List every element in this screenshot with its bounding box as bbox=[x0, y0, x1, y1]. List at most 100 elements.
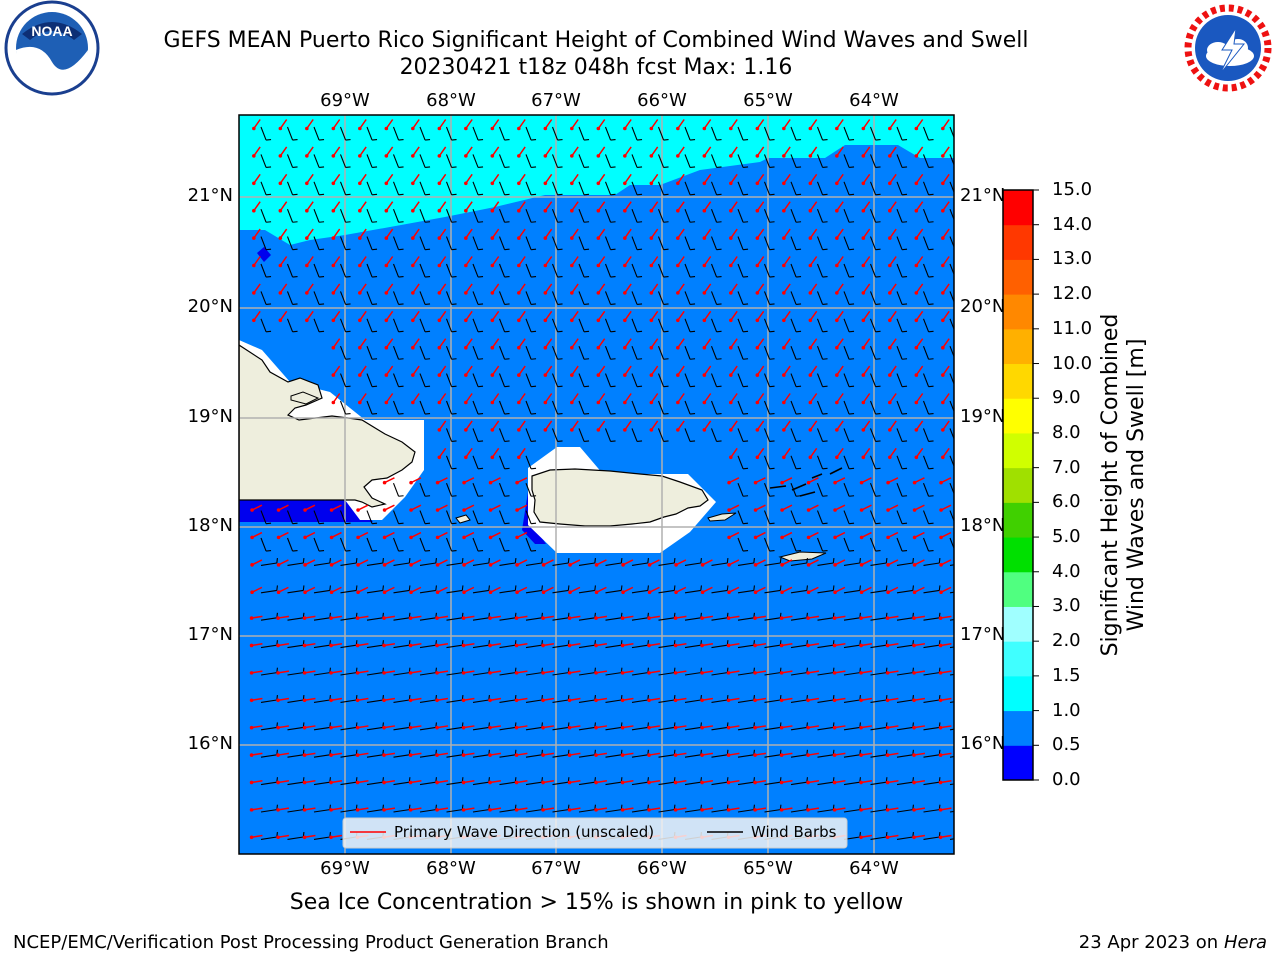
wave-arrow bbox=[464, 420, 473, 432]
colorbar-swatch bbox=[1003, 502, 1033, 538]
wind-barb bbox=[340, 557, 358, 566]
wind-barb bbox=[499, 585, 517, 594]
wind-barb bbox=[498, 537, 510, 552]
wave-arrow bbox=[912, 615, 926, 620]
wave-arrow bbox=[329, 697, 343, 703]
wave-arrow bbox=[806, 725, 820, 730]
wave-arrow bbox=[885, 752, 899, 757]
wind-barb bbox=[737, 209, 749, 223]
wind-barb bbox=[419, 537, 431, 552]
wave-arrow bbox=[437, 228, 447, 240]
wave-arrow bbox=[914, 201, 924, 213]
wave-arrow bbox=[912, 670, 926, 675]
wave-arrow bbox=[276, 642, 290, 648]
wave-arrow bbox=[676, 228, 685, 240]
wind-barb bbox=[525, 455, 537, 470]
wind-barb bbox=[419, 318, 431, 333]
wave-arrow bbox=[729, 365, 738, 377]
wave-arrow bbox=[676, 310, 685, 323]
wave-arrow bbox=[543, 310, 553, 323]
wave-height-1-1p5m-region bbox=[239, 115, 954, 245]
wave-arrow bbox=[808, 256, 818, 268]
wind-barb bbox=[684, 209, 696, 223]
wave-arrow bbox=[833, 531, 846, 540]
wave-arrow bbox=[676, 256, 685, 268]
wave-arrow bbox=[543, 420, 553, 432]
wave-arrow bbox=[808, 173, 818, 186]
wind-barb bbox=[843, 373, 855, 388]
wave-arrow bbox=[753, 586, 766, 595]
wind-barb bbox=[445, 373, 457, 388]
wave-arrow bbox=[437, 256, 447, 268]
wind-barb bbox=[604, 400, 616, 415]
wave-arrow bbox=[782, 310, 791, 323]
wind-barb bbox=[790, 557, 808, 566]
wave-arrow bbox=[488, 779, 502, 785]
wave-arrow bbox=[885, 725, 899, 730]
wave-arrow bbox=[620, 807, 634, 812]
wind-barb bbox=[711, 585, 729, 594]
wind-barb bbox=[366, 400, 378, 415]
wave-arrow bbox=[382, 615, 396, 620]
wind-barb bbox=[923, 557, 941, 566]
wave-arrow bbox=[753, 504, 766, 512]
wave-arrow bbox=[303, 559, 316, 567]
wind-barb bbox=[525, 263, 537, 278]
wind-barb bbox=[816, 428, 828, 442]
wave-arrow bbox=[782, 119, 791, 131]
wind-barb bbox=[260, 585, 278, 594]
wind-barb bbox=[551, 154, 563, 168]
wave-arrow bbox=[912, 752, 926, 757]
wave-arrow bbox=[859, 807, 873, 812]
wind-barb bbox=[816, 263, 828, 278]
wind-barb bbox=[843, 318, 855, 333]
wave-arrow bbox=[835, 283, 844, 295]
wave-arrow bbox=[276, 615, 290, 620]
wind-barb bbox=[896, 263, 908, 278]
wave-arrow bbox=[567, 725, 581, 730]
wind-barb bbox=[313, 263, 325, 278]
wave-arrow bbox=[568, 559, 581, 567]
wind-barb bbox=[869, 400, 881, 415]
colorbar-swatch bbox=[1003, 710, 1033, 746]
wind-barb bbox=[392, 483, 404, 497]
wind-barb bbox=[816, 346, 828, 360]
wave-arrow bbox=[808, 420, 818, 432]
wave-arrow bbox=[596, 283, 606, 295]
wind-barb bbox=[260, 209, 272, 223]
wave-arrow bbox=[594, 670, 608, 675]
wind-barb bbox=[949, 810, 954, 813]
wave-direction-layer bbox=[249, 119, 952, 840]
wind-legend-label: Wind Barbs bbox=[751, 823, 837, 841]
wave-arrow bbox=[435, 725, 449, 730]
wave-arrow bbox=[490, 146, 500, 158]
wind-barb bbox=[949, 346, 954, 359]
wave-arrow bbox=[252, 310, 261, 323]
wave-arrow bbox=[541, 615, 555, 620]
wave-arrow bbox=[623, 228, 632, 240]
wind-barb bbox=[869, 483, 881, 497]
wave-arrow bbox=[914, 146, 924, 158]
wind-barb bbox=[923, 585, 941, 594]
wave-arrow bbox=[570, 173, 579, 186]
wave-arrow bbox=[808, 338, 818, 350]
wind-barb bbox=[843, 346, 855, 360]
wave-arrow bbox=[888, 393, 897, 405]
wind-barb bbox=[763, 346, 775, 360]
wave-arrow bbox=[331, 201, 341, 213]
wind-barb bbox=[446, 585, 464, 594]
wave-arrow bbox=[649, 228, 659, 240]
wind-barb bbox=[816, 510, 828, 525]
wind-barb bbox=[922, 236, 934, 251]
wave-arrow bbox=[249, 697, 263, 703]
wind-barb bbox=[286, 291, 298, 305]
wind-barb bbox=[949, 728, 954, 731]
wave-arrow bbox=[808, 228, 818, 240]
wind-barb bbox=[922, 209, 934, 223]
wave-arrow bbox=[249, 779, 263, 785]
wave-arrow bbox=[782, 338, 791, 350]
wave-arrow bbox=[649, 283, 659, 295]
wind-barb bbox=[949, 291, 954, 304]
wave-arrow bbox=[623, 420, 632, 432]
wind-barb bbox=[869, 263, 881, 278]
